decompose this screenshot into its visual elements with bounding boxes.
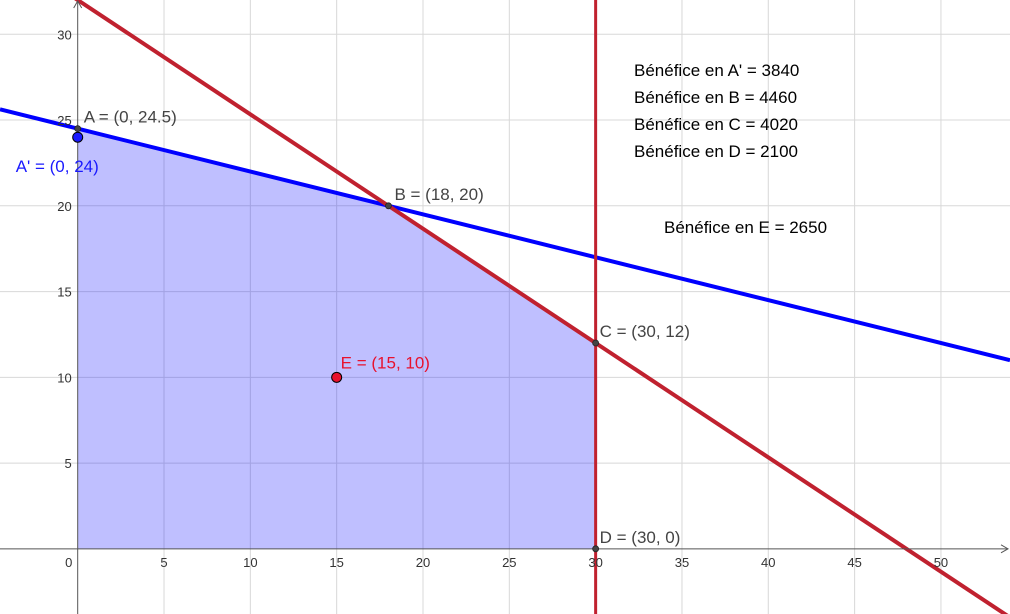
feasible-region	[77, 128, 596, 549]
feasible-region-polygon	[77, 128, 596, 549]
point-labels: A = (0, 24.5) A' = (0, 24) B = (18, 20) C =…	[16, 108, 690, 547]
point-marker	[72, 131, 84, 143]
point-label: B = (18, 20)	[394, 185, 483, 204]
y-tick-label: 5	[64, 456, 71, 471]
y-tick-label: 15	[57, 285, 71, 300]
profit-annotations: Bénéfice en A' = 3840 Bénéfice en B = 44…	[634, 61, 827, 237]
constraint-line-1	[0, 107, 1010, 363]
point-label: A' = (0, 24)	[16, 157, 99, 176]
annotation-profit-b: Bénéfice en B = 4460	[634, 88, 797, 107]
y-tick-label: 30	[57, 27, 71, 42]
x-tick-label: 0	[65, 555, 72, 570]
x-tick-label: 50	[934, 555, 948, 570]
x-tick-label: 5	[160, 555, 167, 570]
point-marker	[592, 545, 600, 553]
points	[72, 125, 600, 553]
tick-labels: 0 5 10 15 20 25 30 35 40 45 50 5 10 15 20 25 30	[57, 27, 948, 570]
point-marker	[592, 339, 600, 347]
x-tick-label: 15	[329, 555, 343, 570]
annotation-profit-a-prime: Bénéfice en A' = 3840	[634, 61, 799, 80]
point-marker	[74, 125, 82, 133]
point-label: D = (30, 0)	[600, 528, 681, 547]
point-label: C = (30, 12)	[600, 322, 690, 341]
y-tick-label: 20	[57, 199, 71, 214]
y-tick-label: 25	[57, 113, 71, 128]
x-tick-label: 45	[847, 555, 861, 570]
x-tick-label: 20	[416, 555, 430, 570]
y-axis-arrow-icon	[73, 0, 83, 9]
annotation-profit-e: Bénéfice en E = 2650	[664, 218, 827, 237]
x-tick-label: 30	[588, 555, 602, 570]
point-label: A = (0, 24.5)	[84, 108, 177, 127]
x-axis-arrow-icon	[1000, 544, 1010, 554]
point-label: E = (15, 10)	[341, 353, 430, 372]
point-marker	[331, 371, 343, 383]
y-tick-label: 10	[57, 370, 71, 385]
x-tick-label: 10	[243, 555, 257, 570]
x-tick-label: 35	[675, 555, 689, 570]
x-tick-label: 40	[761, 555, 775, 570]
annotation-profit-d: Bénéfice en D = 2100	[634, 142, 798, 161]
x-tick-label: 25	[502, 555, 516, 570]
annotation-profit-c: Bénéfice en C = 4020	[634, 115, 798, 134]
point-marker	[385, 202, 392, 210]
